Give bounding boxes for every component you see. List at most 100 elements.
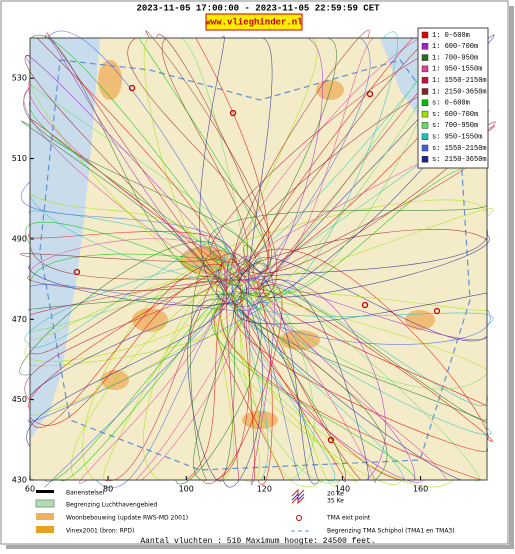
legend-label: 1: 0-600m	[432, 32, 470, 40]
flight-track	[256, 31, 398, 303]
legend-swatch	[421, 133, 429, 140]
flight-track	[232, 280, 491, 345]
flight-track	[243, 245, 362, 481]
map-key: Banenstelsel Begrenzing Luchthavengebied…	[35, 488, 455, 535]
flight-track	[27, 261, 260, 291]
flight-track	[29, 193, 221, 264]
flight-track	[220, 297, 483, 481]
y-tick-label: 510	[12, 154, 27, 163]
flight-track	[222, 304, 239, 481]
flight-track	[231, 37, 414, 305]
flight-track	[243, 284, 494, 326]
flight-track	[210, 199, 488, 264]
flight-track	[259, 285, 488, 421]
legend-swatch	[421, 156, 429, 163]
legend-label: 1: 700-950m	[432, 54, 478, 62]
flight-track	[228, 260, 269, 481]
flight-track	[44, 259, 263, 482]
frame-shadow	[509, 6, 514, 549]
legend-label: 1: 950-1550m	[432, 66, 482, 74]
key-text: Woonbebouwing (update RWS-MD 2001)	[66, 515, 188, 522]
legend-label: s: 1550-2150m	[432, 145, 487, 153]
flight-track	[199, 35, 226, 304]
legend-box	[417, 27, 489, 169]
flight-track	[234, 255, 255, 481]
flight-track	[217, 290, 346, 481]
flight-track	[127, 37, 273, 276]
flight-track	[45, 34, 244, 286]
legend-swatch	[421, 122, 429, 129]
flight-track	[238, 255, 415, 481]
flight-track	[141, 290, 239, 481]
exit-points	[73, 84, 441, 444]
flight-track	[29, 100, 243, 299]
exit-icon	[296, 515, 302, 521]
y-tick-label: 490	[12, 234, 27, 243]
flight-track	[20, 181, 237, 261]
flight-track	[25, 55, 228, 264]
flight-track	[230, 293, 488, 371]
y-tick-label: 430	[12, 476, 27, 485]
flight-track	[19, 241, 230, 376]
flight-track	[261, 165, 488, 295]
x-tick-label: 120	[257, 485, 272, 494]
noise-icon	[291, 492, 305, 502]
legend-swatch	[421, 65, 429, 73]
flight-track	[20, 253, 219, 262]
flight-track	[220, 208, 494, 285]
flight-track	[246, 288, 493, 442]
period-title: 2023-11-05 17:00:00 - 2023-11-05 22:59:5…	[136, 3, 380, 13]
flight-track	[247, 37, 273, 299]
flight-track	[219, 125, 496, 277]
site-link[interactable]: www.vlieghinder.nl	[205, 17, 303, 27]
y-tick-label: 530	[12, 74, 27, 83]
key-text: Begrenzing Luchthavengebied	[66, 502, 157, 509]
flight-track	[47, 30, 240, 289]
frame-shadow	[6, 545, 511, 549]
runway-icon	[36, 490, 54, 493]
flight-track	[213, 300, 402, 485]
flight-tracks	[19, 29, 496, 489]
key-text: TMA exit point	[326, 515, 371, 522]
housing-icon	[36, 513, 54, 520]
legend: 1: 0-600m 1: 600-700m 1: 700-950m 1: 950-15…	[417, 27, 489, 169]
legend-swatch	[421, 144, 429, 152]
flight-track	[23, 86, 257, 259]
flight-track	[29, 263, 225, 428]
flight-track	[222, 272, 480, 482]
tma-boundary	[39, 59, 471, 471]
key-text: Begrenzing TMA Schiphol (TMA1 en TMA3)	[327, 528, 455, 535]
legend-label: s: 0-600m	[432, 100, 470, 108]
y-tick-label: 470	[12, 315, 27, 324]
flight-track	[27, 292, 270, 311]
legend-label: s: 600-700m	[432, 111, 478, 119]
flight-track	[21, 120, 225, 296]
flight-track	[29, 302, 225, 397]
flight-track	[103, 268, 236, 481]
x-tick-label: 140	[335, 485, 350, 494]
flight-track	[210, 300, 454, 488]
flight-track	[242, 291, 488, 311]
flight-track	[48, 37, 262, 310]
legend-label: s: 2150-3650m	[432, 156, 487, 164]
key-text: Banenstelsel	[66, 490, 105, 497]
legend-swatch	[421, 76, 429, 84]
legend-swatch	[421, 31, 429, 39]
flight-track	[135, 295, 261, 481]
x-tick-label: 60	[25, 485, 35, 494]
flight-track	[238, 234, 490, 298]
legend-label: s: 950-1550m	[432, 134, 482, 142]
legend-swatch	[421, 54, 429, 61]
x-tick-label: 80	[103, 485, 113, 494]
flight-track	[195, 37, 270, 291]
legend-swatch	[421, 99, 429, 107]
map	[19, 29, 496, 489]
legend-label: 1: 2150-3650m	[432, 88, 487, 96]
flight-track	[185, 255, 258, 481]
flight-track	[71, 285, 218, 481]
x-tick-label: 160	[413, 485, 428, 494]
flight-track	[29, 266, 275, 367]
flight-track	[138, 37, 271, 267]
key-text: Vinex2001 (bron: RPD)	[66, 528, 134, 535]
footer: Aantal vluchten : 510 Maximum hoogte: 24…	[140, 537, 375, 546]
